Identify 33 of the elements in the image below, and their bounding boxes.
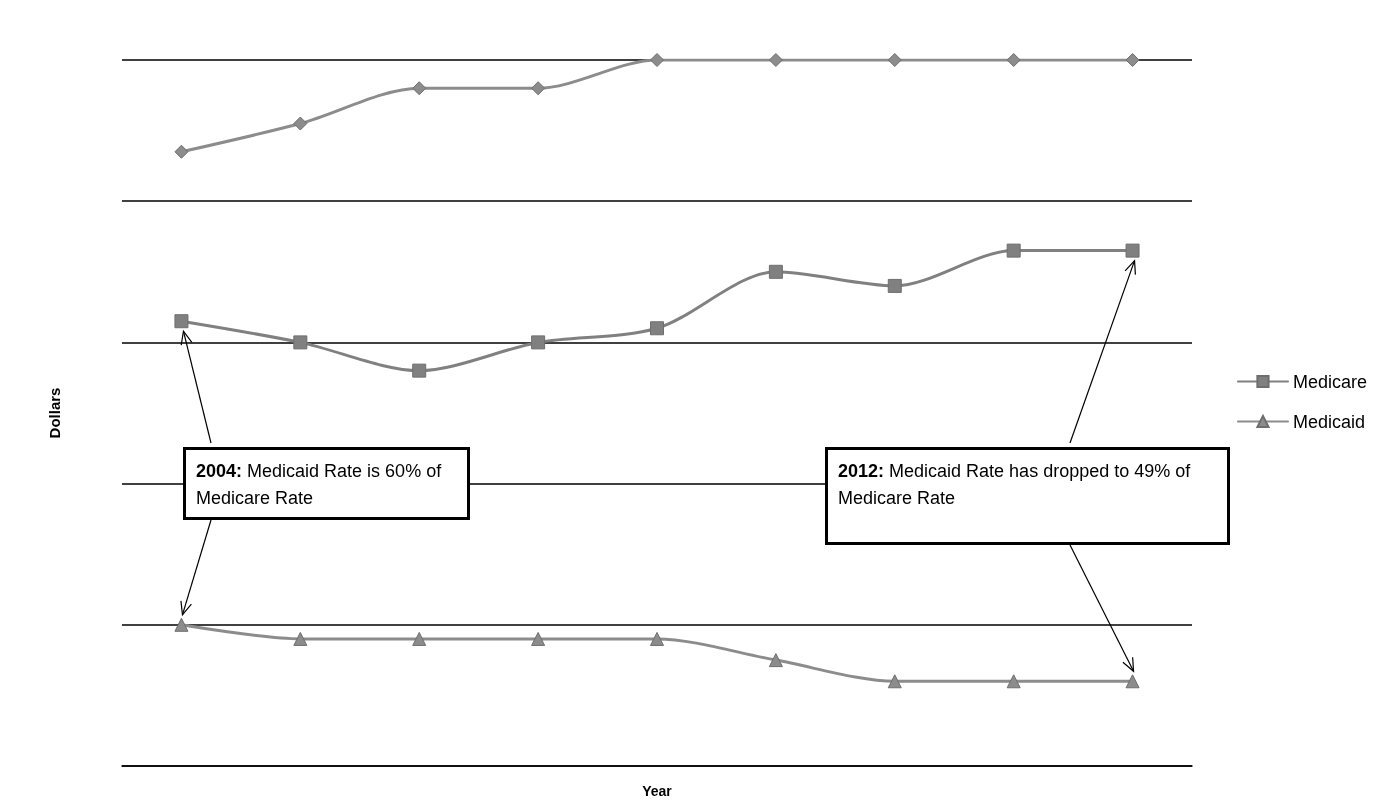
legend-label: Medicaid [1292,411,1366,432]
point [768,53,783,67]
point [768,264,783,279]
point [531,81,546,96]
point [650,321,664,336]
point [887,674,902,689]
point [1006,243,1021,258]
point [1006,674,1021,689]
legend-label: Medicare [1292,371,1367,392]
point [412,81,427,96]
point [768,653,783,668]
callout-box: 2012: Medicaid Rate has dropped to 49% of Medicare Rate [825,447,1230,545]
point [1125,243,1140,258]
point [650,53,664,67]
y-axis-title: Dollars [46,387,63,439]
point [174,617,189,632]
point [1125,674,1140,689]
callout-box: 2004: Medicaid Rate is 60% of Medicare Rate [183,447,470,520]
x-axis-title: Year [642,783,673,799]
point [531,631,546,646]
point [1125,53,1140,67]
point [174,144,189,159]
point [412,631,427,646]
point [293,631,308,646]
point [412,363,427,378]
point [650,631,664,646]
point [293,335,308,350]
point [887,53,902,67]
point [174,314,189,329]
point [293,116,308,131]
point [887,278,902,293]
point [1006,53,1021,67]
point [531,335,546,350]
